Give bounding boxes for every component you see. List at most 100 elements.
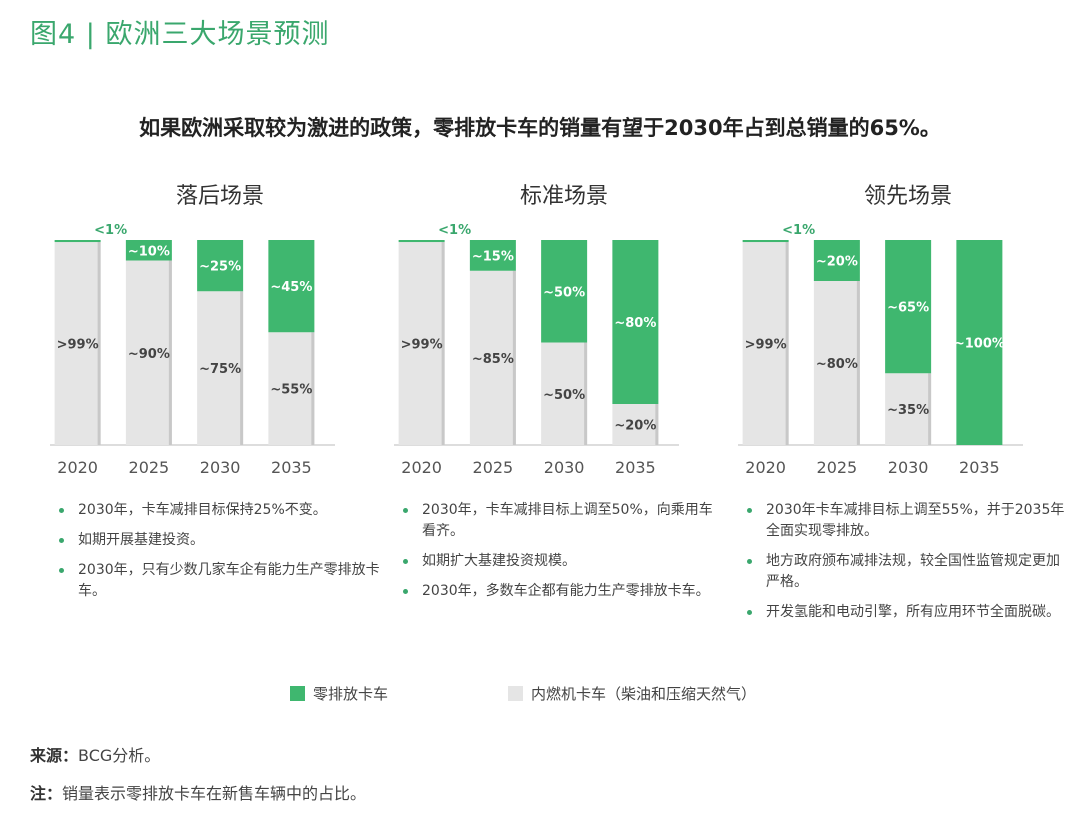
bar-ice	[125, 260, 172, 445]
note-item: 2030年卡车减排目标上调至55%，并于2035年全面实现零排放。	[738, 500, 1068, 542]
data-label-zero-emission: ~10%	[128, 244, 170, 259]
data-label-ice: >99%	[57, 338, 99, 353]
bar-ice	[469, 270, 516, 445]
footer-note: 注：销量表示零排放卡车在新售车辆中的占比。	[30, 780, 366, 804]
data-label-zero-emission: ~65%	[887, 301, 929, 316]
bar-zero-emission	[885, 240, 932, 374]
bar-ice-edge	[240, 291, 244, 445]
bar-zero-emission	[813, 240, 860, 281]
bar-ice	[398, 242, 445, 445]
data-label-zero-emission: ~20%	[816, 255, 858, 270]
data-label-ice: ~20%	[614, 419, 656, 434]
bar-zero-emission	[541, 240, 588, 343]
bar-zero-emission	[125, 240, 172, 261]
data-label-zero-emission: <1%	[782, 223, 815, 238]
note-item: 地方政府颁布减排法规，较全国性监管规定更加严格。	[738, 551, 1068, 593]
bar-ice	[813, 281, 860, 445]
data-label-ice: ~50%	[543, 388, 585, 403]
bar-ice-edge	[441, 242, 445, 445]
x-tick-label: 2035	[959, 458, 1000, 477]
figure-title: 图4 | 欧洲三大场景预测	[30, 19, 330, 50]
note-item: 2030年，卡车减排目标保持25%不变。	[50, 500, 380, 521]
notes-list: 2030年，卡车减排目标上调至50%，向乘用车看齐。如期扩大基建投资规模。 203…	[394, 500, 724, 611]
panel-title: 标准场景	[519, 184, 608, 209]
data-label-ice: >99%	[401, 338, 443, 353]
notes-list: 2030年，卡车减排目标保持25%不变。 如期开展基建投资。 2030年，只有少数几…	[50, 500, 380, 611]
bar-zero-emission	[469, 240, 516, 271]
bar-zero-emission	[197, 240, 244, 292]
chart-standard: <1% >99% 2020 ~15% ~85% 2025 ~50% ~50% 2030 ~80% ~…	[394, 223, 679, 477]
legend-item-ice: 内燃机卡车（柴油和压缩天然气）	[508, 683, 756, 704]
x-tick-label: 2020	[745, 458, 786, 477]
panel-title: 领先场景	[863, 184, 952, 209]
data-label-zero-emission: <1%	[94, 223, 127, 238]
bar-ice-edge	[97, 242, 101, 445]
x-tick-label: 2035	[271, 458, 312, 477]
panel-standard: 标准场景 <1% >99% 2020 ~15% ~85% 2025 ~50% ~50% 2030…	[394, 170, 734, 650]
bar-ice-edge	[584, 342, 588, 445]
source-text: BCG分析。	[78, 746, 161, 765]
x-tick-label: 2020	[57, 458, 98, 477]
bar-ice	[268, 332, 315, 445]
note-label: 注：	[30, 784, 63, 803]
footer-source: 来源：BCG分析。	[30, 742, 160, 766]
source-label: 来源：	[30, 746, 79, 765]
notes-list: 2030年卡车减排目标上调至55%，并于2035年全面实现零排放。 地方政府颁布减…	[738, 500, 1068, 632]
note-item: 2030年，只有少数几家车企有能力生产零排放卡车。	[50, 560, 380, 602]
data-label-zero-emission: ~45%	[270, 280, 312, 295]
bar-ice	[742, 242, 789, 445]
bar-zero-emission	[54, 240, 101, 243]
x-tick-label: 2030	[544, 458, 585, 477]
data-label-ice: ~80%	[816, 357, 858, 372]
bar-zero-emission	[956, 240, 1003, 445]
bar-ice	[612, 404, 659, 445]
bar-ice-edge	[928, 373, 932, 445]
bar-zero-emission	[268, 240, 315, 333]
data-label-zero-emission: ~100%	[954, 337, 1005, 352]
legend-swatch-green	[290, 686, 305, 701]
bar-ice	[197, 291, 244, 445]
bar-zero-emission	[398, 240, 445, 243]
legend-label: 内燃机卡车（柴油和压缩天然气）	[531, 685, 757, 703]
legend-swatch-grey	[508, 686, 524, 701]
panel-title: 落后场景	[175, 184, 264, 209]
bar-ice	[541, 342, 588, 445]
data-label-zero-emission: ~50%	[543, 285, 585, 300]
note-item: 2030年，卡车减排目标上调至50%，向乘用车看齐。	[394, 500, 724, 542]
x-tick-label: 2025	[817, 458, 858, 477]
data-label-zero-emission: ~15%	[472, 249, 514, 264]
note-item: 开发氢能和电动引擎，所有应用环节全面脱碳。	[738, 602, 1068, 623]
bar-zero-emission	[742, 240, 789, 243]
x-tick-label: 2020	[401, 458, 442, 477]
note-text: 销量表示零排放卡车在新售车辆中的占比。	[62, 784, 367, 803]
bar-zero-emission	[612, 240, 659, 404]
data-label-ice: ~90%	[128, 347, 170, 362]
bar-ice-edge	[512, 270, 516, 445]
bar-ice-edge	[856, 281, 860, 445]
note-item: 2030年，多数车企都有能力生产零排放卡车。	[394, 581, 724, 602]
bar-ice	[885, 373, 932, 445]
data-label-ice: >99%	[745, 338, 787, 353]
legend-label: 零排放卡车	[313, 685, 389, 703]
chart-leading: <1% >99% 2020 ~20% ~80% 2025 ~65% ~35% 2030 ~100%…	[738, 223, 1023, 477]
x-tick-label: 2035	[615, 458, 656, 477]
note-item: 如期开展基建投资。	[50, 530, 380, 551]
panel-lagging: 落后场景 <1% >99% 2020 ~10% ~90% 2025 ~25% ~75% 2030…	[50, 170, 390, 650]
legend-item-zero-emission: 零排放卡车	[290, 683, 388, 704]
bar-ice-edge	[655, 404, 659, 445]
data-label-zero-emission: <1%	[438, 223, 471, 238]
x-tick-label: 2025	[129, 458, 170, 477]
bar-ice-edge	[311, 332, 315, 445]
data-label-zero-emission: ~25%	[199, 260, 241, 275]
data-label-ice: ~75%	[199, 362, 241, 377]
bar-ice	[54, 242, 101, 445]
panel-leading: 领先场景 <1% >99% 2020 ~20% ~80% 2025 ~65% ~35% 2030…	[738, 170, 1078, 650]
headline: 如果欧洲采取较为激进的政策，零排放卡车的销量有望于2030年占到总销量的65%。	[139, 116, 941, 140]
data-label-zero-emission: ~80%	[614, 316, 656, 331]
chart-lagging: <1% >99% 2020 ~10% ~90% 2025 ~25% ~75% 2030 ~45% ~…	[50, 223, 335, 477]
x-tick-label: 2030	[888, 458, 929, 477]
x-tick-label: 2025	[473, 458, 514, 477]
data-label-ice: ~35%	[887, 403, 929, 418]
note-item: 如期扩大基建投资规模。	[394, 551, 724, 572]
data-label-ice: ~55%	[270, 383, 312, 398]
